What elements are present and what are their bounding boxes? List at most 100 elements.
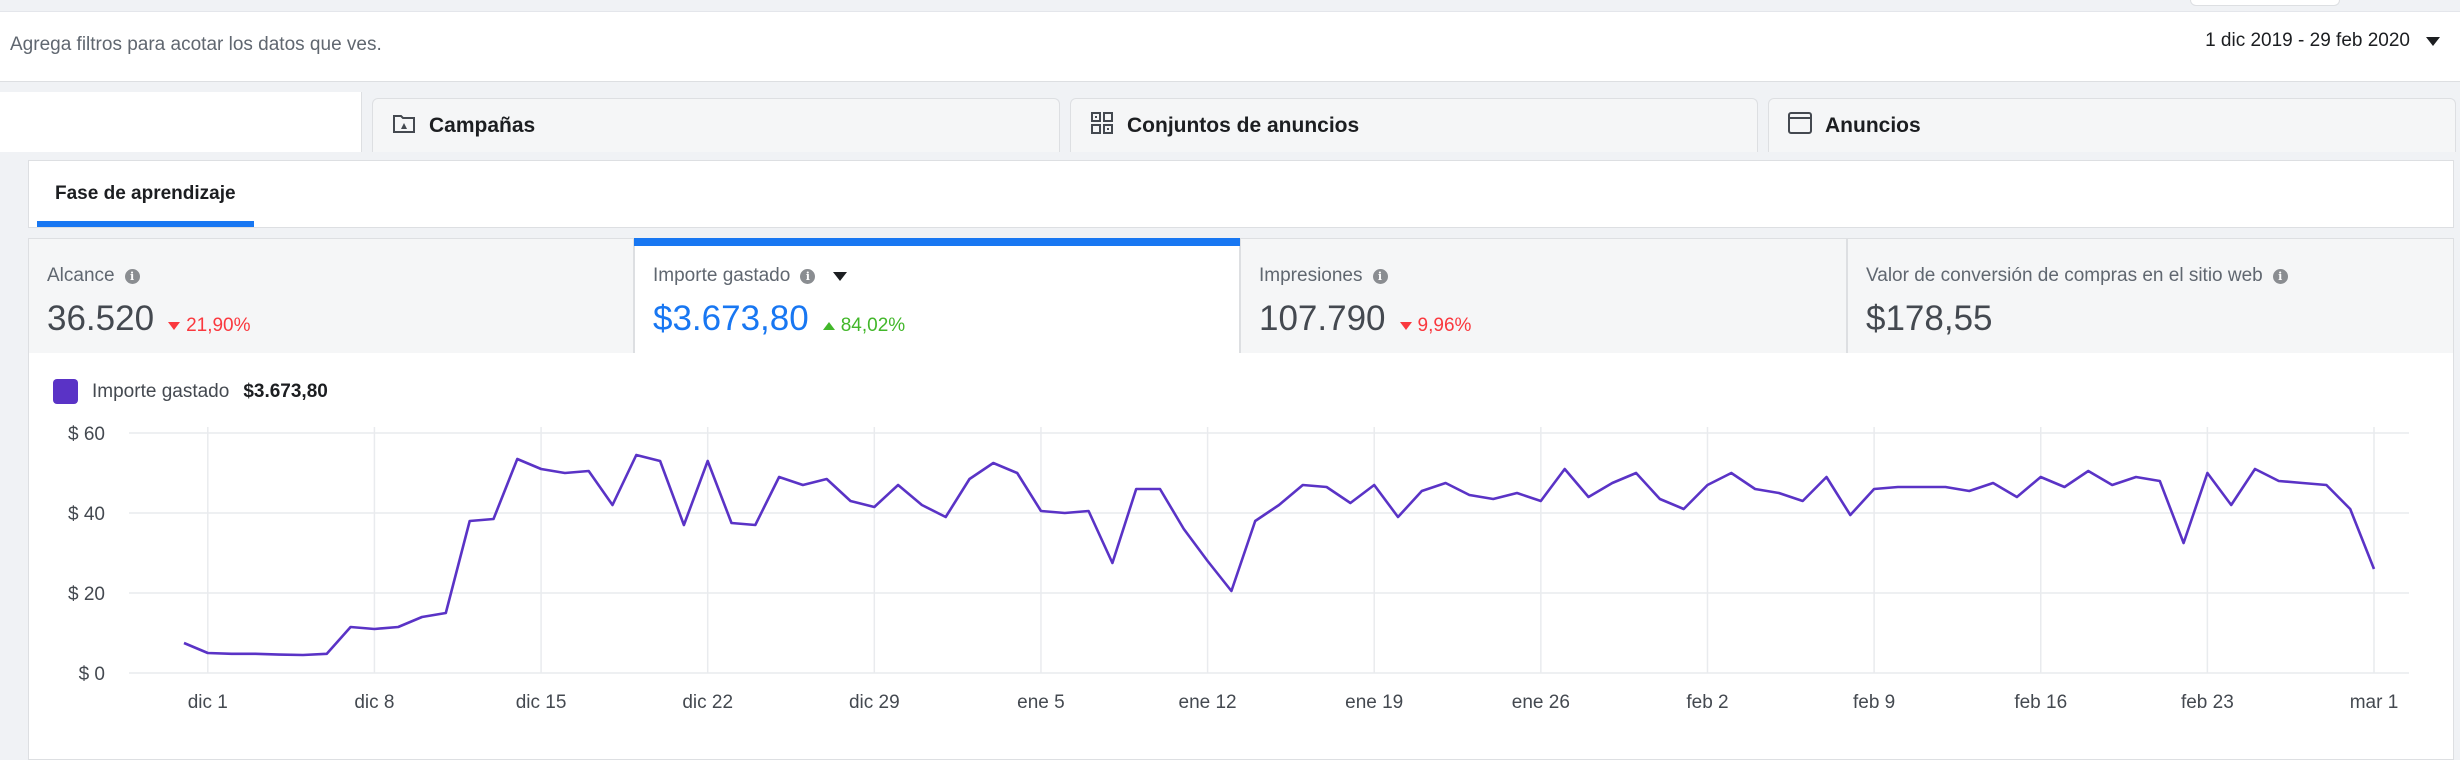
data-point bbox=[2300, 480, 2306, 486]
data-point bbox=[2133, 474, 2139, 480]
tab-ad-sets[interactable]: Conjuntos de anuncios bbox=[1070, 98, 1758, 152]
data-point bbox=[538, 466, 544, 472]
data-point bbox=[1395, 514, 1401, 520]
data-point bbox=[2371, 566, 2377, 572]
tab-campaigns[interactable]: Campañas bbox=[372, 98, 1060, 152]
data-point bbox=[1871, 486, 1877, 492]
filter-bar: Agrega filtros para acotar los datos que… bbox=[0, 12, 2460, 82]
legend-swatch[interactable] bbox=[53, 379, 78, 404]
data-point bbox=[1300, 482, 1306, 488]
x-tick-label: feb 16 bbox=[2014, 692, 2067, 713]
data-point bbox=[1062, 510, 1068, 516]
date-range-label: 1 dic 2019 - 29 feb 2020 bbox=[2205, 30, 2410, 51]
metric-label: Impresiones bbox=[1259, 265, 1363, 286]
tab-learning-phase[interactable]: Fase de aprendizaje bbox=[37, 161, 254, 227]
data-point bbox=[871, 504, 877, 510]
ad-sets-grid-icon bbox=[1089, 110, 1115, 142]
metric-delta: 9,96% bbox=[1399, 315, 1471, 337]
active-tab-underline bbox=[37, 221, 254, 227]
data-point bbox=[371, 626, 377, 632]
metric-card-amount-spent[interactable]: Importe gastado i $3.673,80 84,02% bbox=[634, 238, 1240, 354]
data-point bbox=[1014, 470, 1020, 476]
x-tick-label: feb 23 bbox=[2181, 692, 2234, 713]
data-point bbox=[1585, 494, 1591, 500]
data-point bbox=[1157, 486, 1163, 492]
data-point bbox=[1490, 496, 1496, 502]
data-point bbox=[1252, 518, 1258, 524]
chart-panel: $ 0 $ 20 $ 40 $ 60 dic 1 dic 8 dic 15 dic 22 dic… bbox=[28, 353, 2454, 760]
x-tick-label: ene 12 bbox=[1179, 692, 1237, 713]
data-point bbox=[1205, 558, 1211, 564]
tab-ads[interactable]: Anuncios bbox=[1768, 98, 2456, 152]
metric-value: 36.520 bbox=[47, 299, 155, 338]
tab-account-active[interactable] bbox=[0, 92, 362, 152]
x-tick-label: mar 1 bbox=[2350, 692, 2399, 713]
data-point bbox=[2323, 482, 2329, 488]
data-point bbox=[562, 470, 568, 476]
data-point bbox=[1681, 506, 1687, 512]
data-point bbox=[1847, 512, 1853, 518]
tab-ad-sets-label: Conjuntos de anuncios bbox=[1127, 113, 1360, 137]
data-point bbox=[657, 458, 663, 464]
data-point bbox=[1633, 470, 1639, 476]
filter-hint[interactable]: Agrega filtros para acotar los datos que… bbox=[10, 34, 382, 55]
data-point bbox=[2157, 478, 2163, 484]
data-point bbox=[2347, 506, 2353, 512]
metric-delta-value: 84,02% bbox=[840, 315, 906, 336]
info-icon[interactable]: i bbox=[800, 268, 816, 284]
data-point bbox=[1228, 588, 1234, 594]
data-point bbox=[705, 458, 711, 464]
y-tick-label: $ 0 bbox=[79, 664, 105, 685]
metric-cards: Alcance i 36.520 21,90% Importe gastado … bbox=[28, 238, 2454, 354]
data-point bbox=[729, 520, 735, 526]
data-point bbox=[1514, 490, 1520, 496]
data-point bbox=[2062, 484, 2068, 490]
level-tabs: Campañas Conjuntos de anuncios Anuncios bbox=[0, 92, 2460, 152]
data-point bbox=[276, 652, 282, 658]
data-point bbox=[1181, 526, 1187, 532]
data-point bbox=[1086, 508, 1092, 514]
data-point bbox=[1704, 482, 1710, 488]
info-icon[interactable]: i bbox=[2272, 268, 2288, 284]
data-point bbox=[1966, 488, 1972, 494]
metric-card-impressions[interactable]: Impresiones i 107.790 9,96% bbox=[1240, 238, 1847, 354]
data-point bbox=[252, 651, 258, 657]
series-line-importe-gastado bbox=[183, 453, 2376, 657]
y-tick-label: $ 40 bbox=[68, 504, 105, 525]
line-chart: $ 0 $ 20 $ 40 $ 60 dic 1 dic 8 dic 15 dic 22 dic… bbox=[68, 424, 2409, 713]
data-point bbox=[1895, 484, 1901, 490]
date-range-picker[interactable]: 1 dic 2019 - 29 feb 2020 bbox=[2205, 30, 2440, 52]
breakdown-panel: Fase de aprendizaje bbox=[28, 160, 2454, 228]
info-icon[interactable]: i bbox=[124, 268, 140, 284]
data-point bbox=[848, 498, 854, 504]
data-point bbox=[2204, 470, 2210, 476]
data-point bbox=[586, 468, 592, 474]
data-point bbox=[1109, 560, 1115, 566]
info-icon[interactable]: i bbox=[1372, 268, 1388, 284]
metric-card-reach[interactable]: Alcance i 36.520 21,90% bbox=[28, 238, 634, 354]
metric-label: Valor de conversión de compras en el sit… bbox=[1866, 265, 2263, 286]
chevron-down-icon[interactable] bbox=[833, 271, 848, 281]
tab-ads-label: Anuncios bbox=[1825, 113, 1921, 137]
data-point bbox=[2181, 540, 2187, 546]
data-point bbox=[1609, 480, 1615, 486]
ad-window-icon bbox=[1787, 110, 1813, 142]
data-point bbox=[1776, 490, 1782, 496]
data-point bbox=[895, 482, 901, 488]
data-point bbox=[800, 482, 806, 488]
metric-label: Alcance bbox=[47, 265, 115, 286]
metric-card-purchase-conversion-value[interactable]: Valor de conversión de compras en el sit… bbox=[1847, 238, 2454, 354]
data-point bbox=[752, 522, 758, 528]
data-point bbox=[205, 650, 211, 656]
x-tick-label: dic 8 bbox=[354, 692, 394, 713]
tab-learning-phase-label: Fase de aprendizaje bbox=[55, 183, 236, 204]
x-tick-label: dic 22 bbox=[682, 692, 733, 713]
legend-label: Importe gastado bbox=[92, 380, 230, 402]
legend-value: $3.673,80 bbox=[243, 380, 328, 402]
metric-delta-value: 21,90% bbox=[186, 315, 251, 336]
data-point bbox=[1728, 470, 1734, 476]
data-point bbox=[229, 651, 235, 657]
tab-campaigns-label: Campañas bbox=[429, 113, 536, 137]
data-point bbox=[2109, 482, 2115, 488]
